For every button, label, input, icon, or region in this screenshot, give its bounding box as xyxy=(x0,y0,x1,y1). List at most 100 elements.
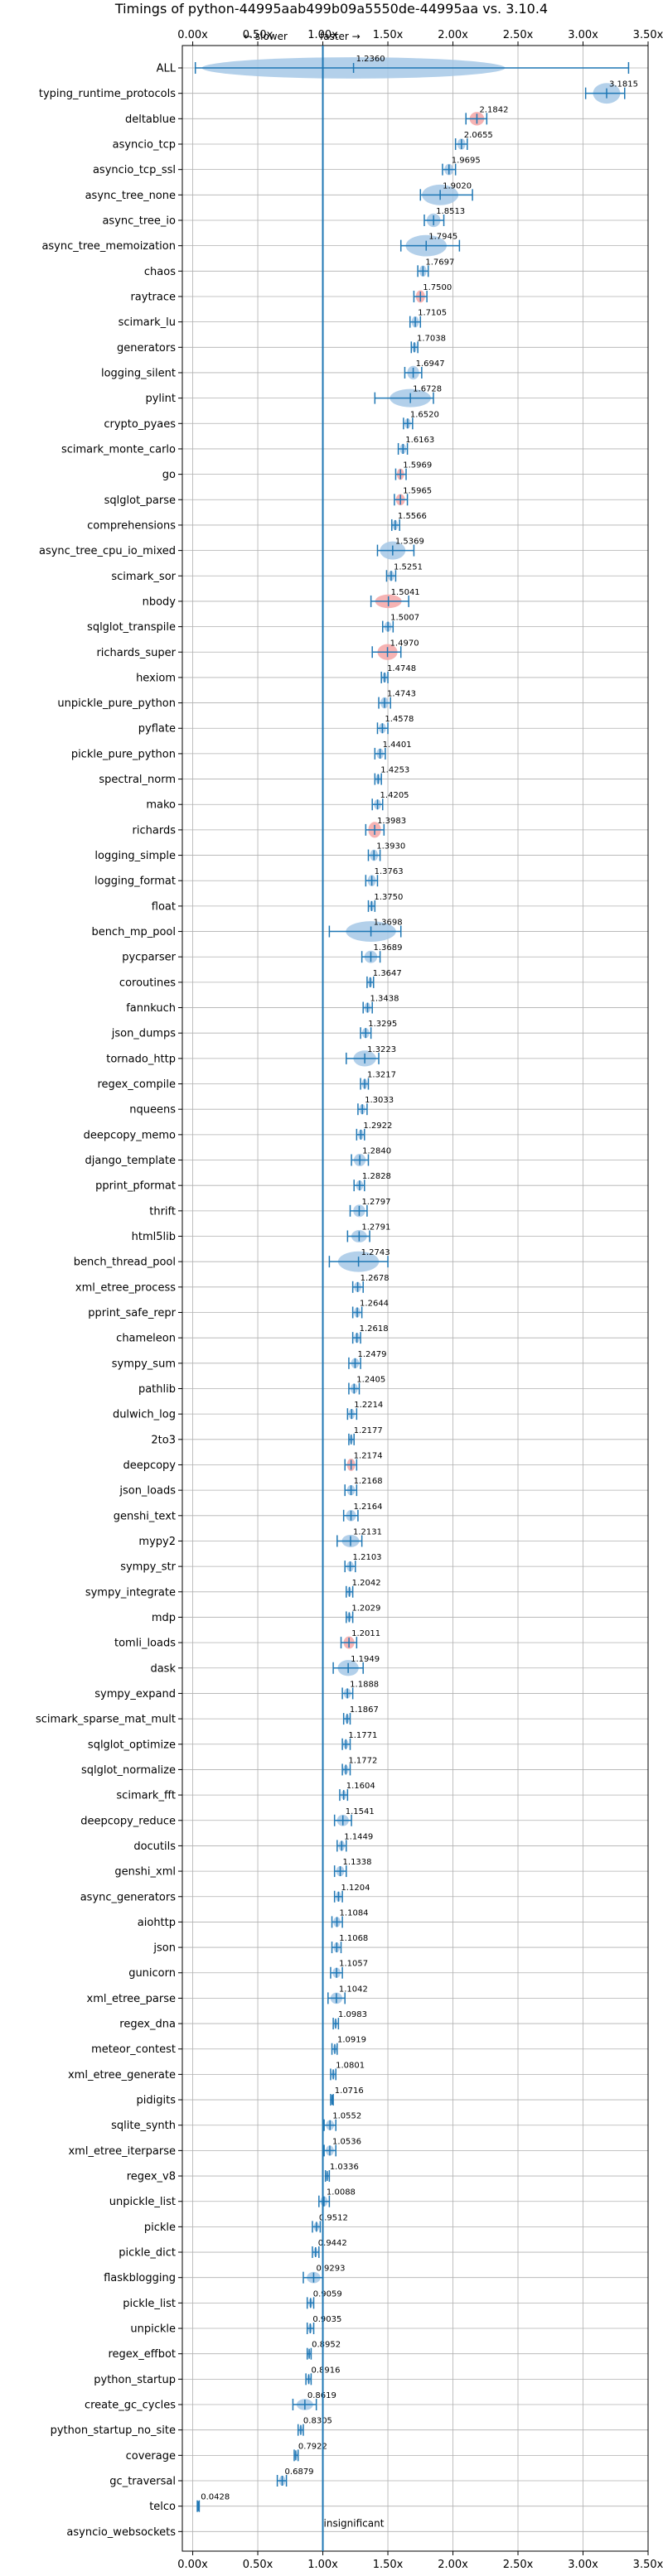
grid-layer xyxy=(178,46,649,2551)
value-label: 1.1867 xyxy=(350,1705,379,1715)
benchmark-label: pidigits xyxy=(137,2095,177,2107)
benchmark-mark: 1.5041 xyxy=(370,588,420,609)
benchmark-mark: 1.3750 xyxy=(367,893,403,912)
benchmark-label: asyncio_tcp xyxy=(113,138,176,151)
value-label: 1.4205 xyxy=(380,791,409,800)
benchmark-mark: 1.1949 xyxy=(332,1655,380,1676)
benchmark-mark: 1.3438 xyxy=(362,995,399,1014)
value-label: 1.2131 xyxy=(353,1527,382,1536)
value-label: 1.1068 xyxy=(339,1934,368,1943)
benchmark-label: raytrace xyxy=(130,291,176,303)
benchmark-label: scimark_sparse_mat_mult xyxy=(36,1714,176,1726)
value-label: 1.0983 xyxy=(338,2010,367,2019)
value-label: 1.4970 xyxy=(390,639,419,648)
benchmark-label: xml_etree_parse xyxy=(87,1993,176,2005)
value-label: 1.7105 xyxy=(418,309,447,318)
benchmark-label: deepcopy xyxy=(123,1459,176,1472)
value-label: 1.2360 xyxy=(356,55,385,64)
value-label: 1.2168 xyxy=(354,1477,383,1486)
benchmark-mark: 1.8513 xyxy=(423,207,465,228)
value-label: 1.2103 xyxy=(353,1553,382,1562)
benchmark-label: pycparser xyxy=(122,952,176,964)
benchmark-label: richards_super xyxy=(96,647,176,659)
value-label: 1.6728 xyxy=(413,385,442,394)
x-tick-label-bottom: 0.00x xyxy=(177,2559,208,2571)
benchmark-mark: 1.2840 xyxy=(351,1147,391,1167)
y-axis-category-labels: ALL typing_runtime_protocols deltablue asyn… xyxy=(36,63,177,2539)
benchmark-mark: 1.1068 xyxy=(331,1934,368,1954)
value-label: 1.0801 xyxy=(336,2061,365,2070)
value-label: 1.2840 xyxy=(362,1147,391,1156)
x-tick-label-top: 3.00x xyxy=(568,29,598,41)
benchmark-mark: 1.0919 xyxy=(331,2036,366,2055)
value-label: 1.2828 xyxy=(362,1172,391,1181)
insignificant-label: insignificant xyxy=(324,2517,385,2529)
value-label: 0.8916 xyxy=(312,2366,341,2375)
benchmark-mark: 0.8916 xyxy=(305,2366,341,2385)
value-label: 1.2011 xyxy=(351,1629,380,1638)
benchmark-mark: 1.5566 xyxy=(390,512,427,531)
benchmark-label: unpickle_list xyxy=(109,2196,176,2208)
value-label: 1.2791 xyxy=(361,1223,390,1233)
benchmark-label: json xyxy=(152,1942,176,1955)
value-label: 1.2029 xyxy=(351,1604,380,1613)
value-label: 0.9442 xyxy=(318,2239,347,2248)
benchmark-mark: 3.1815 xyxy=(584,80,638,104)
value-label: 1.4401 xyxy=(383,740,412,750)
value-label: 0.9059 xyxy=(313,2289,342,2299)
benchmark-label: deltablue xyxy=(125,113,176,126)
benchmark-mark: 1.2922 xyxy=(356,1122,392,1141)
benchmark-mark: 1.1541 xyxy=(333,1807,375,1826)
benchmark-label: pprint_pformat xyxy=(95,1180,176,1193)
benchmark-mark: 1.5251 xyxy=(385,562,423,582)
benchmark-label: mdp xyxy=(152,1612,176,1624)
direction-labels: ← slower faster → xyxy=(244,31,361,42)
benchmark-mark: 1.2174 xyxy=(344,1451,383,1471)
value-label: 1.5007 xyxy=(390,614,419,623)
benchmark-mark: 1.7105 xyxy=(409,309,447,328)
value-label: 0.9512 xyxy=(319,2213,348,2222)
benchmark-mark: 1.5965 xyxy=(394,486,432,506)
benchmark-mark: 1.2042 xyxy=(346,1579,381,1598)
benchmark-label: float xyxy=(152,900,176,913)
benchmark-label: genshi_text xyxy=(114,1510,176,1522)
benchmark-label: bench_mp_pool xyxy=(91,926,176,938)
benchmark-label: hexiom xyxy=(136,672,176,684)
value-label: 1.3930 xyxy=(376,842,405,851)
benchmark-mark: 1.2743 xyxy=(328,1248,390,1272)
benchmark-mark: 1.9020 xyxy=(419,181,473,205)
benchmark-mark: 0.9035 xyxy=(306,2315,341,2335)
benchmark-label: unpickle xyxy=(130,2323,176,2336)
value-label: 0.8952 xyxy=(312,2341,341,2350)
benchmark-label: nqueens xyxy=(129,1104,176,1117)
benchmark-label: typing_runtime_protocols xyxy=(39,88,176,100)
benchmark-mark: 1.1057 xyxy=(330,1960,368,1979)
benchmark-mark: 1.1604 xyxy=(339,1782,375,1802)
benchmark-label: asyncio_websockets xyxy=(66,2526,176,2539)
chart-title: Timings of python-44995aab499b09a5550de-… xyxy=(114,1,548,17)
value-label: 2.0655 xyxy=(464,131,493,140)
benchmark-label: richards xyxy=(133,824,177,837)
value-label: 1.3438 xyxy=(370,995,399,1004)
benchmark-mark: 1.6163 xyxy=(397,436,434,455)
benchmark-mark: 1.1204 xyxy=(333,1884,370,1903)
value-label: 1.2797 xyxy=(361,1198,390,1207)
benchmark-mark: 1.5969 xyxy=(394,461,432,480)
benchmark-mark: 1.6520 xyxy=(403,410,439,430)
value-label: 1.3217 xyxy=(367,1071,396,1080)
benchmark-mark: 1.6728 xyxy=(374,385,442,408)
benchmark-label: chameleon xyxy=(116,1333,176,1345)
value-label: 1.1949 xyxy=(351,1655,380,1664)
benchmark-label: 2to3 xyxy=(151,1434,176,1446)
benchmark-mark: 1.2164 xyxy=(342,1503,383,1522)
benchmark-mark: 1.4205 xyxy=(371,791,409,811)
x-tick-label-bottom: 2.50x xyxy=(503,2559,534,2571)
value-label: 1.3698 xyxy=(374,919,403,928)
value-label: 1.5965 xyxy=(403,486,432,495)
benchmark-label: sqlglot_parse xyxy=(104,494,176,507)
benchmark-mark: 1.4743 xyxy=(378,690,416,709)
benchmark-label: logging_format xyxy=(94,876,176,888)
benchmark-label: gc_traversal xyxy=(109,2476,176,2488)
value-label: 1.5251 xyxy=(394,562,423,572)
benchmark-mark: 1.2177 xyxy=(348,1426,383,1445)
